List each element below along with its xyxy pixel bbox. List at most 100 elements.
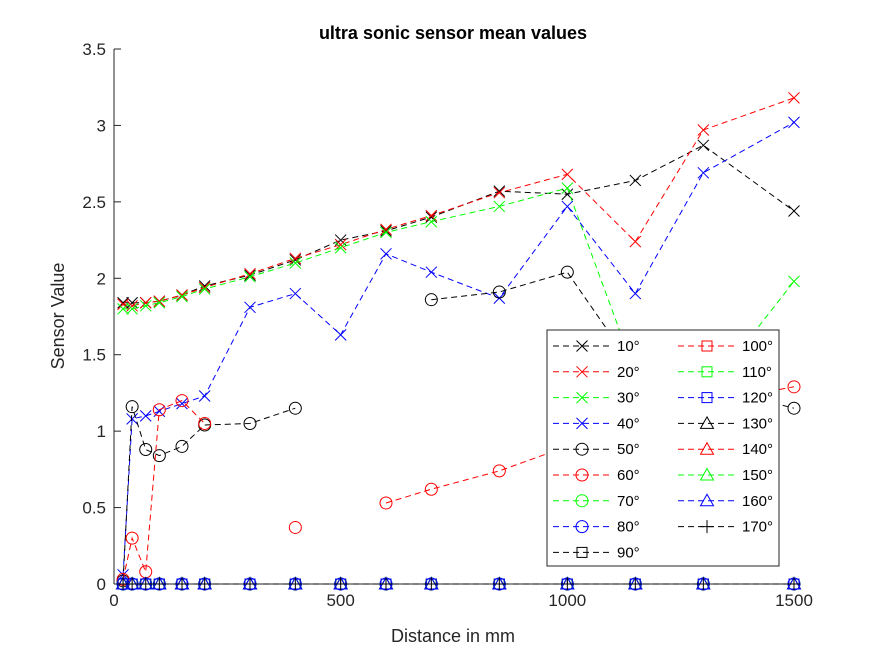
legend-entry: 40° bbox=[553, 415, 640, 432]
data-point bbox=[561, 168, 574, 181]
legend-marker bbox=[700, 520, 714, 534]
x-tick-label: 500 bbox=[326, 591, 354, 610]
y-tick-label: 3 bbox=[97, 116, 106, 135]
legend-marker bbox=[576, 365, 588, 378]
data-point bbox=[561, 200, 574, 213]
data-point bbox=[493, 186, 506, 199]
x-tick-label: 0 bbox=[109, 591, 118, 610]
data-point bbox=[244, 267, 256, 280]
legend-marker bbox=[575, 494, 589, 508]
y-axis-label: Sensor Value bbox=[48, 263, 68, 370]
legend-entry: 140° bbox=[678, 441, 773, 458]
y-tick-label: 3.5 bbox=[82, 40, 106, 59]
data-point bbox=[139, 410, 152, 422]
data-point bbox=[126, 299, 138, 312]
legend-entry: 10° bbox=[553, 338, 640, 355]
chart-title: ultra sonic sensor mean values bbox=[319, 23, 587, 43]
data-point bbox=[176, 289, 188, 301]
data-point bbox=[560, 577, 574, 591]
data-point bbox=[175, 394, 189, 408]
data-point bbox=[493, 200, 506, 213]
data-point bbox=[244, 269, 256, 282]
series-2 bbox=[117, 92, 800, 312]
data-point bbox=[288, 520, 302, 534]
data-point bbox=[492, 577, 506, 591]
data-point bbox=[787, 401, 801, 415]
legend-label: 60° bbox=[617, 467, 640, 484]
series-3 bbox=[117, 182, 800, 404]
y-tick-label: 2.5 bbox=[82, 193, 106, 212]
legend-marker bbox=[576, 417, 588, 430]
data-point bbox=[629, 235, 642, 248]
legend-marker bbox=[701, 340, 713, 352]
legend-entry: 70° bbox=[553, 493, 640, 510]
data-point bbox=[379, 577, 393, 591]
legend-label: 150° bbox=[742, 467, 773, 484]
data-point bbox=[697, 124, 710, 136]
legend-label: 160° bbox=[742, 493, 773, 510]
y-tick-label: 1 bbox=[97, 422, 106, 441]
data-point bbox=[380, 223, 392, 236]
data-point bbox=[788, 116, 800, 129]
series-line bbox=[122, 121, 795, 575]
plot-area bbox=[115, 92, 802, 591]
data-point bbox=[788, 92, 800, 104]
legend-marker bbox=[701, 392, 713, 404]
legend-entry: 160° bbox=[678, 493, 773, 510]
y-tick-label: 1.5 bbox=[82, 346, 106, 365]
data-point bbox=[176, 397, 188, 410]
legend-marker bbox=[575, 442, 589, 456]
legend-marker bbox=[699, 441, 715, 455]
data-point bbox=[139, 442, 153, 456]
y-tick-label: 2 bbox=[97, 269, 106, 288]
data-point bbox=[425, 209, 438, 222]
series-line bbox=[123, 144, 795, 304]
legend-marker bbox=[699, 467, 715, 481]
data-point bbox=[198, 281, 211, 294]
legend-label: 20° bbox=[617, 364, 640, 381]
data-point bbox=[334, 577, 348, 591]
series-line bbox=[122, 400, 206, 580]
data-point bbox=[334, 238, 347, 251]
x-tick-label: 1500 bbox=[775, 591, 813, 610]
data-point bbox=[379, 496, 393, 510]
legend-entry: 130° bbox=[678, 415, 773, 432]
data-point bbox=[139, 299, 152, 312]
legend-label: 110° bbox=[742, 364, 772, 381]
data-point bbox=[244, 270, 256, 283]
data-point bbox=[175, 439, 189, 453]
legend-entry: 170° bbox=[678, 519, 773, 536]
legend-label: 90° bbox=[617, 544, 640, 561]
series-line bbox=[123, 97, 795, 307]
data-point bbox=[380, 247, 392, 260]
data-point bbox=[289, 287, 302, 300]
data-point bbox=[117, 296, 129, 309]
legend-marker bbox=[699, 415, 715, 429]
data-point bbox=[153, 295, 166, 308]
data-point bbox=[425, 215, 438, 228]
data-point bbox=[560, 265, 574, 279]
data-point bbox=[629, 174, 642, 187]
data-point bbox=[152, 577, 166, 591]
legend-label: 140° bbox=[742, 441, 773, 458]
legend-marker bbox=[575, 468, 589, 482]
x-tick-label: 1000 bbox=[548, 591, 586, 610]
data-point bbox=[492, 464, 506, 478]
data-point bbox=[787, 380, 801, 394]
data-point bbox=[126, 413, 138, 425]
data-point bbox=[424, 293, 438, 307]
data-point bbox=[697, 166, 710, 179]
data-point bbox=[198, 390, 211, 402]
data-point bbox=[125, 577, 139, 591]
y-tick-label: 0 bbox=[97, 575, 106, 594]
data-point bbox=[288, 401, 302, 415]
data-point bbox=[788, 275, 800, 288]
legend-entry: 20° bbox=[553, 364, 640, 381]
legend-entry: 110° bbox=[678, 364, 772, 381]
data-point bbox=[425, 266, 438, 279]
legend-entry: 90° bbox=[553, 544, 640, 561]
legend-label: 30° bbox=[617, 390, 640, 407]
legend-entry: 60° bbox=[553, 467, 640, 484]
legend-label: 120° bbox=[742, 390, 773, 407]
